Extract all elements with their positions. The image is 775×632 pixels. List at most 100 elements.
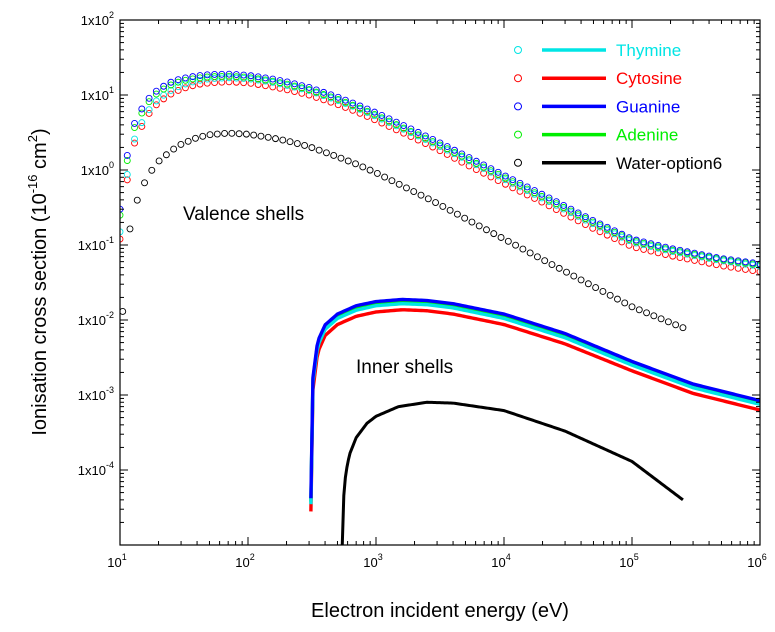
data-point: [120, 211, 124, 219]
data-point: [213, 130, 221, 138]
data-point: [414, 136, 422, 144]
y-tick-label: 1x10-4: [78, 460, 114, 478]
data-point: [327, 98, 335, 106]
data-point: [152, 97, 160, 105]
data-point: [414, 131, 422, 139]
data-point: [429, 135, 437, 143]
data-point: [196, 76, 204, 84]
series-line-inner-guanine: [309, 297, 760, 499]
data-point: [298, 82, 306, 90]
data-point: [218, 70, 226, 78]
data-point: [174, 76, 182, 84]
data-point: [664, 318, 672, 326]
data-point: [320, 96, 328, 104]
data-point: [196, 72, 204, 80]
data-point: [378, 114, 386, 122]
data-point: [570, 272, 578, 280]
data-point: [483, 226, 490, 234]
data-point: [487, 167, 495, 175]
data-point: [262, 76, 269, 84]
data-point: [742, 266, 749, 273]
legend-marker: [514, 130, 522, 139]
y-tick-label: 1x102: [81, 10, 114, 28]
data-point: [451, 146, 458, 154]
data-point: [308, 144, 316, 152]
data-point: [446, 206, 454, 214]
data-point: [250, 131, 258, 139]
legend: Thymine Cytosine Guanine Adenine Water-optio…: [514, 41, 722, 173]
data-point: [305, 84, 313, 91]
data-point: [138, 123, 146, 130]
x-axis-title: Electron incident energy (eV): [311, 600, 569, 622]
legend-marker: [514, 158, 522, 167]
data-point: [160, 82, 168, 90]
data-point: [461, 214, 469, 222]
data-point: [240, 71, 248, 79]
data-point: [167, 90, 175, 98]
y-axis-title: Ionisation cross section (10-16 cm2): [25, 128, 51, 435]
data-point: [152, 90, 160, 98]
data-point: [487, 165, 495, 173]
data-point: [531, 187, 538, 195]
data-point: [516, 179, 524, 187]
y-tick-label: 1x10-1: [78, 235, 114, 253]
data-point: [443, 145, 451, 153]
data-point: [458, 152, 466, 160]
data-point: [596, 220, 604, 228]
data-point: [643, 309, 651, 317]
data-point: [120, 235, 124, 243]
data-point: [385, 115, 393, 123]
data-point: [614, 295, 621, 303]
series-markers-valence-water-option6: [120, 129, 687, 332]
data-point: [378, 119, 386, 127]
data-point: [611, 227, 618, 235]
data-point: [422, 140, 429, 147]
data-point: [533, 253, 541, 261]
data-point: [385, 117, 393, 125]
data-point: [443, 146, 451, 154]
data-point: [120, 228, 124, 236]
data-point: [181, 84, 189, 92]
data-point: [138, 119, 146, 127]
data-point: [123, 171, 131, 178]
data-point: [283, 78, 291, 86]
data-point: [254, 75, 262, 83]
data-point: [526, 249, 534, 257]
data-point: [298, 89, 306, 97]
plot-area: [120, 70, 760, 545]
data-point: [170, 145, 178, 153]
series-markers-valence-guanine: [120, 70, 760, 268]
data-point: [206, 131, 214, 139]
data-point: [472, 159, 480, 167]
data-point: [131, 139, 139, 147]
data-point: [352, 160, 359, 168]
data-point: [192, 134, 199, 142]
data-point: [749, 259, 757, 267]
data-point: [429, 143, 437, 151]
data-point: [366, 166, 374, 174]
data-point: [123, 152, 131, 159]
data-point: [315, 146, 323, 154]
data-point: [189, 78, 197, 86]
series-line-inner-cytosine: [309, 308, 760, 512]
data-point: [480, 163, 488, 171]
data-point: [552, 200, 560, 208]
data-point: [184, 137, 192, 145]
data-point: [756, 268, 760, 276]
data-point: [392, 126, 400, 134]
data-point: [603, 223, 611, 231]
data-point: [232, 71, 240, 79]
data-point: [240, 73, 248, 81]
legend-marker: [514, 102, 522, 111]
legend-item-guanine: Guanine: [514, 97, 680, 116]
data-point: [293, 140, 301, 148]
legend-item-thymine: Thymine: [514, 41, 681, 60]
data-point: [264, 133, 272, 141]
data-point: [567, 205, 575, 213]
data-point: [584, 280, 592, 288]
data-point: [235, 130, 243, 138]
legend-item-cytosine: Cytosine: [514, 69, 682, 88]
data-point: [705, 252, 713, 260]
data-point: [654, 241, 662, 249]
